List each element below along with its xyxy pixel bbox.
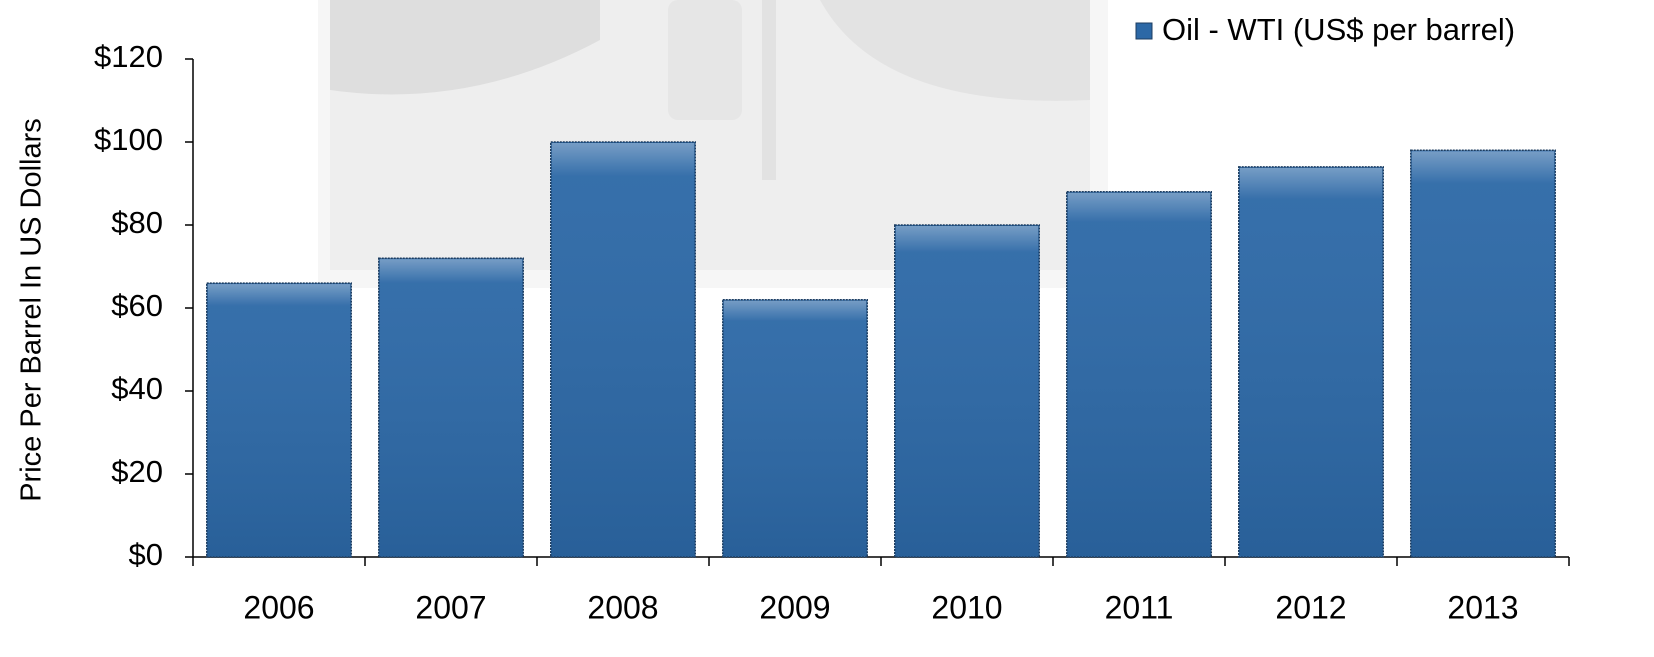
x-tick-label: 2008: [587, 589, 658, 625]
bar-shine: [723, 300, 867, 556]
x-tick-label: 2006: [243, 589, 314, 625]
bar-shine: [1411, 151, 1555, 557]
x-tick-label: 2009: [759, 589, 830, 625]
y-tick-label: $20: [111, 454, 163, 489]
x-tick-label: 2011: [1105, 589, 1174, 625]
y-tick-label: $40: [111, 371, 163, 406]
bar-shine: [551, 143, 695, 556]
x-tick-label: 2010: [931, 589, 1002, 625]
x-tick-label: 2012: [1275, 589, 1346, 625]
bar-shine: [1067, 192, 1211, 557]
bar-shine: [379, 259, 523, 556]
y-tick-label: $0: [129, 537, 163, 572]
y-axis-label: Price Per Barrel In US Dollars: [16, 118, 48, 502]
bar-shine: [207, 284, 351, 556]
y-tick-label: $60: [111, 288, 163, 323]
bar-shine: [1239, 167, 1383, 556]
y-tick-label: $120: [94, 39, 163, 74]
x-tick-label: 2007: [415, 589, 486, 625]
legend-swatch: [1135, 22, 1153, 40]
y-tick-label: $100: [94, 122, 163, 157]
legend-label: Oil - WTI (US$ per barrel): [1162, 12, 1515, 47]
background-photo: [318, 0, 1108, 288]
y-tick-label: $80: [111, 205, 163, 240]
x-tick-label: 2013: [1447, 589, 1518, 625]
bar-shine: [895, 226, 1039, 556]
